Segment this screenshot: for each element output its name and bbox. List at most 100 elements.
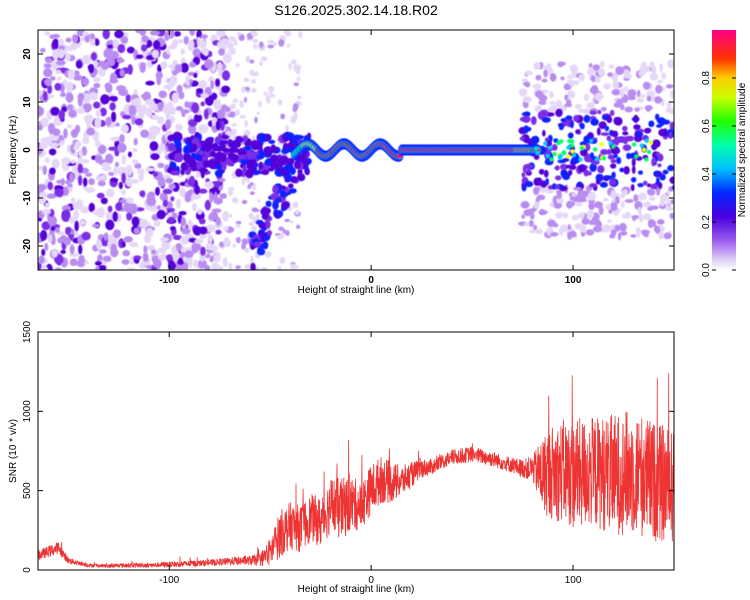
spectrogram-noise-cell xyxy=(547,134,553,143)
spectrogram-noise-cell xyxy=(251,78,257,84)
spectrogram-noise-cell xyxy=(198,188,208,194)
spectrogram-noise-cell xyxy=(535,228,543,235)
spectrogram-noise-cell xyxy=(565,164,573,169)
spectrogram-noise-cell xyxy=(63,128,68,139)
spectrogram-noise-cell xyxy=(651,157,656,167)
spectrogram-noise-cell xyxy=(542,65,548,70)
spectrogram-noise-cell xyxy=(622,131,629,136)
spectrogram-noise-cell xyxy=(38,124,43,131)
spectrogram-right-cluster xyxy=(644,138,649,144)
spectrogram-band-cell xyxy=(283,142,288,149)
spectrogram-noise-cell xyxy=(187,189,195,194)
colorbar-tick-label: 0.6 xyxy=(701,119,712,133)
spectrogram-noise-cell xyxy=(83,114,94,124)
spectrogram-noise-cell xyxy=(609,179,617,186)
spectrogram-noise-cell xyxy=(216,265,224,270)
spectrogram-noise-cell xyxy=(116,57,125,64)
spectrogram-noise-cell xyxy=(633,114,639,124)
spectrogram-band-cell xyxy=(258,142,263,151)
spectrogram-noise-cell xyxy=(589,87,599,95)
spectrogram-noise-cell xyxy=(619,104,625,111)
spectrogram-noise-cell xyxy=(571,69,577,79)
spectrogram-noise-cell xyxy=(191,243,199,254)
spectrogram-noise-cell xyxy=(92,58,98,70)
spectrogram-noise-cell xyxy=(220,193,227,199)
spectrogram-noise-cell xyxy=(38,255,45,264)
spectrogram-noise-cell xyxy=(169,226,176,231)
spectrogram-noise-cell xyxy=(125,164,133,176)
spectrogram-noise-cell xyxy=(172,234,183,241)
spectrogram-noise-cell xyxy=(245,55,251,63)
spectrogram-noise-cell xyxy=(71,33,79,44)
spectrogram-noise-cell xyxy=(200,101,205,107)
spectrogram-noise-cell xyxy=(140,259,151,266)
spectrogram-noise-cell xyxy=(220,120,225,131)
spectrogram-band-cell xyxy=(234,140,241,148)
spectrogram-noise-cell xyxy=(528,220,534,228)
spectrogram-noise-cell xyxy=(218,48,225,56)
spectrogram-noise-cell xyxy=(140,44,148,52)
spectrogram-noise-cell xyxy=(192,48,201,58)
spectrogram-noise-cell xyxy=(44,31,51,36)
spectrogram-noise-cell xyxy=(283,30,288,36)
spectrogram-noise-cell xyxy=(132,159,139,165)
spectrogram-noise-cell xyxy=(656,219,665,225)
spectrogram-noise-cell xyxy=(630,234,637,238)
spectrogram-noise-cell xyxy=(241,199,248,205)
spectrogram-noise-cell xyxy=(554,166,560,170)
spectrogram-noise-cell xyxy=(111,50,119,59)
spectrogram-noise-cell xyxy=(524,70,533,76)
spectrogram-noise-cell xyxy=(118,181,123,190)
spectrogram-noise-cell xyxy=(222,210,229,222)
spectrogram-noise-cell xyxy=(235,108,240,117)
spectrogram-noise-cell xyxy=(92,76,101,83)
spectrogram-noise-cell xyxy=(58,109,66,120)
spectrogram-noise-cell xyxy=(76,107,86,114)
spectrogram-noise-cell xyxy=(122,249,131,257)
spectrogram-noise-cell xyxy=(189,30,196,36)
spectrogram-noise-cell xyxy=(39,191,47,199)
spectrogram-noise-cell xyxy=(264,251,272,258)
spectrogram-noise-cell xyxy=(549,73,557,82)
spectrogram-noise-cell xyxy=(293,82,299,87)
spectrogram-noise-cell xyxy=(248,212,254,220)
spectrogram-right-cluster xyxy=(561,150,567,155)
colorbar-gradient xyxy=(712,30,736,270)
spectrogram-noise-cell xyxy=(196,30,203,40)
spectrogram-noise-cell xyxy=(663,232,672,240)
spectrogram-noise-cell xyxy=(49,76,56,81)
spectrogram-noise-cell xyxy=(47,122,56,134)
spectrogram-noise-cell xyxy=(658,128,667,137)
spectrogram-noise-cell xyxy=(145,227,154,238)
spectrogram-noise-cell xyxy=(564,103,573,108)
spectrogram-noise-cell xyxy=(606,116,613,124)
spectrogram-noise-cell xyxy=(613,102,622,108)
colorbar-tick-label: 0.0 xyxy=(701,263,712,277)
spectrogram-noise-cell xyxy=(126,46,135,54)
spectrogram-noise-cell xyxy=(116,85,126,92)
spectrogram-noise-cell xyxy=(197,258,207,269)
spectrogram-noise-cell xyxy=(586,171,592,176)
spectrogram-noise-cell xyxy=(524,111,530,118)
spectrogram-noise-cell xyxy=(267,39,275,44)
spectrogram-noise-cell xyxy=(207,233,213,244)
spectrogram-noise-cell xyxy=(168,64,177,69)
spectrogram-noise-cell xyxy=(648,196,656,201)
spectrogram-right-cluster xyxy=(594,156,600,162)
spectrogram-noise-cell xyxy=(231,123,238,127)
spectrogram-noise-cell xyxy=(99,249,107,254)
spectrogram-noise-cell xyxy=(521,78,528,83)
spectrogram-noise-cell xyxy=(81,231,91,241)
spectrogram-noise-cell xyxy=(153,220,161,227)
spectrogram-band-cell xyxy=(247,158,257,167)
spectrogram-noise-cell xyxy=(192,202,197,212)
spectrogram-noise-cell xyxy=(581,217,591,225)
spectrogram-right-cluster xyxy=(639,143,645,148)
spectrogram-noise-cell xyxy=(151,249,157,255)
spectrogram-noise-cell xyxy=(637,170,644,175)
spectrogram-noise-cell xyxy=(119,198,127,204)
spectrogram-noise-cell xyxy=(120,124,130,134)
spectrogram-band-cell xyxy=(279,155,289,166)
spectrogram-noise-cell xyxy=(165,118,172,130)
spectrogram-noise-cell xyxy=(162,106,170,114)
